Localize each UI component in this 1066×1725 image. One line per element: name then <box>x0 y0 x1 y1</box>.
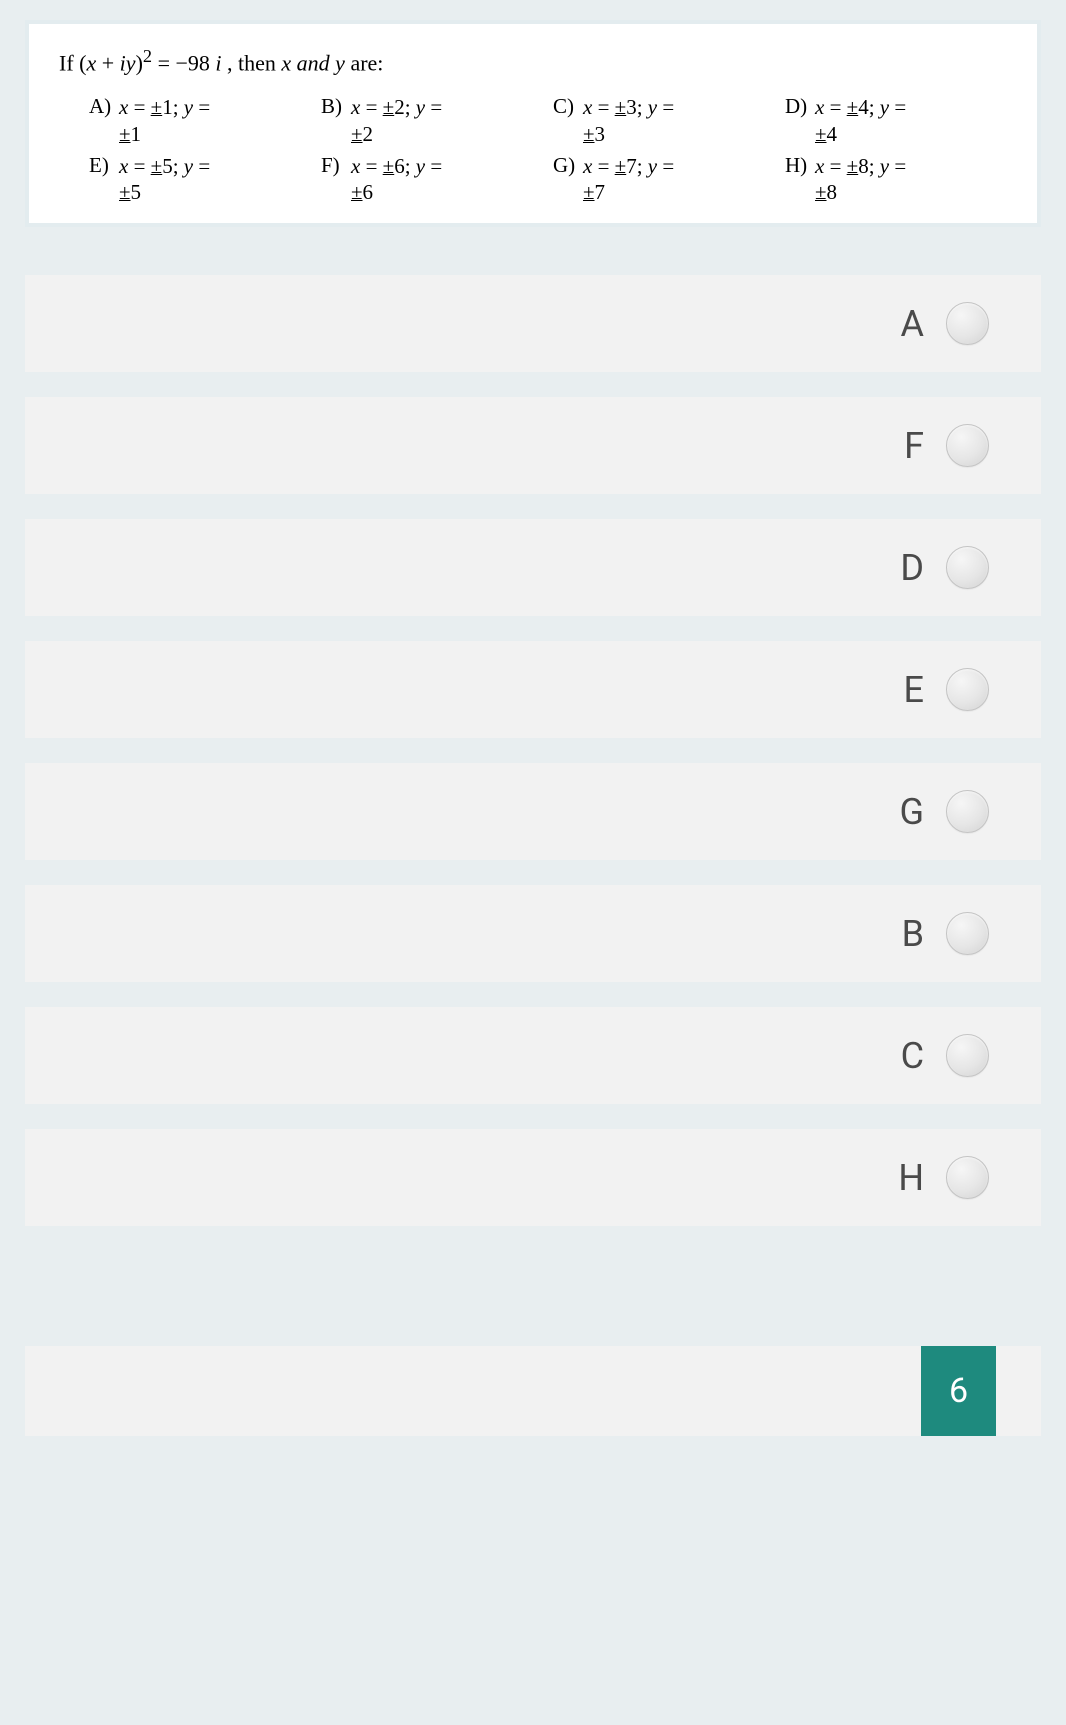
option-letter: B) <box>321 94 351 119</box>
page-number: 6 <box>949 1371 968 1411</box>
radio-button[interactable] <box>946 668 989 711</box>
option-item: D)x = ±4; y =±4 <box>785 94 1007 147</box>
option-math: x = ±5; y =±5 <box>119 153 210 206</box>
question-text: If (x + iy)2 = −98 i , then x and y are: <box>59 46 1007 76</box>
q-sup: 2 <box>143 46 152 66</box>
radio-button[interactable] <box>946 1034 989 1077</box>
q-eq: = −98 <box>152 50 215 75</box>
option-math: x = ±2; y =±2 <box>351 94 442 147</box>
q-close: ) <box>136 50 143 75</box>
option-math: x = ±7; y =±7 <box>583 153 674 206</box>
answer-label: B <box>902 913 924 955</box>
options-grid: A)x = ±1; y =±1B)x = ±2; y =±2C)x = ±3; … <box>59 94 1007 205</box>
radio-button[interactable] <box>946 424 989 467</box>
option-math: x = ±8; y =±8 <box>815 153 906 206</box>
q-suffix: , then <box>222 50 282 75</box>
answer-row[interactable]: G <box>25 763 1041 860</box>
q-vary: y <box>335 50 345 75</box>
page-container: If (x + iy)2 = −98 i , then x and y are:… <box>0 20 1066 1436</box>
answer-label: A <box>901 303 924 345</box>
radio-button[interactable] <box>946 790 989 833</box>
option-item: B)x = ±2; y =±2 <box>321 94 543 147</box>
radio-button[interactable] <box>946 546 989 589</box>
answers-section: A F D E G B C H <box>25 275 1041 1226</box>
q-x: x <box>86 50 96 75</box>
answer-row[interactable]: D <box>25 519 1041 616</box>
option-letter: E) <box>89 153 119 178</box>
answer-label: H <box>898 1157 924 1199</box>
option-item: G)x = ±7; y =±7 <box>553 153 775 206</box>
answer-label: F <box>904 425 924 467</box>
option-letter: H) <box>785 153 815 178</box>
answer-row[interactable]: E <box>25 641 1041 738</box>
q-tail: are: <box>345 50 383 75</box>
radio-button[interactable] <box>946 1156 989 1199</box>
option-item: C)x = ±3; y =±3 <box>553 94 775 147</box>
footer-bar: 6 <box>25 1346 1041 1436</box>
q-plus: + <box>96 50 119 75</box>
option-letter: D) <box>785 94 815 119</box>
option-item: A)x = ±1; y =±1 <box>89 94 311 147</box>
page-number-badge: 6 <box>921 1346 996 1436</box>
q-iy: iy <box>120 50 136 75</box>
option-item: H)x = ±8; y =±8 <box>785 153 1007 206</box>
radio-button[interactable] <box>946 302 989 345</box>
radio-button[interactable] <box>946 912 989 955</box>
answer-row[interactable]: H <box>25 1129 1041 1226</box>
answer-label: E <box>904 669 924 711</box>
option-math: x = ±6; y =±6 <box>351 153 442 206</box>
answer-label: C <box>901 1035 924 1077</box>
answer-label: D <box>900 547 924 589</box>
q-prefix: If ( <box>59 50 86 75</box>
option-math: x = ±1; y =±1 <box>119 94 210 147</box>
question-card: If (x + iy)2 = −98 i , then x and y are:… <box>25 20 1041 227</box>
option-item: F)x = ±6; y =±6 <box>321 153 543 206</box>
option-letter: F) <box>321 153 351 178</box>
option-math: x = ±4; y =±4 <box>815 94 906 147</box>
option-item: E)x = ±5; y =±5 <box>89 153 311 206</box>
option-letter: A) <box>89 94 119 119</box>
option-math: x = ±3; y =±3 <box>583 94 674 147</box>
answer-row[interactable]: F <box>25 397 1041 494</box>
answer-row[interactable]: C <box>25 1007 1041 1104</box>
option-letter: C) <box>553 94 583 119</box>
answer-label: G <box>899 791 924 833</box>
q-and: and <box>291 50 335 75</box>
answer-row[interactable]: B <box>25 885 1041 982</box>
answer-row[interactable]: A <box>25 275 1041 372</box>
option-letter: G) <box>553 153 583 178</box>
q-varx: x <box>281 50 291 75</box>
